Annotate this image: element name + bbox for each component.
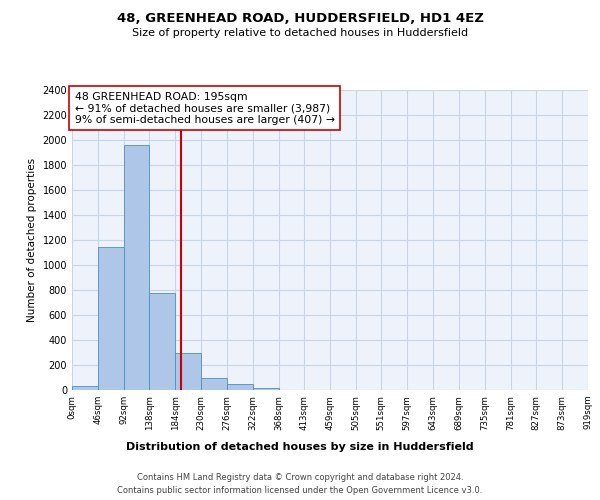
Text: 48, GREENHEAD ROAD, HUDDERSFIELD, HD1 4EZ: 48, GREENHEAD ROAD, HUDDERSFIELD, HD1 4E… — [116, 12, 484, 26]
Bar — [72, 386, 98, 390]
Bar — [175, 353, 201, 390]
Bar — [98, 247, 124, 390]
Bar — [124, 145, 149, 390]
Text: 48 GREENHEAD ROAD: 195sqm
← 91% of detached houses are smaller (3,987)
9% of sem: 48 GREENHEAD ROAD: 195sqm ← 91% of detac… — [74, 92, 335, 124]
Text: Distribution of detached houses by size in Huddersfield: Distribution of detached houses by size … — [126, 442, 474, 452]
Y-axis label: Number of detached properties: Number of detached properties — [27, 158, 37, 322]
Text: Contains public sector information licensed under the Open Government Licence v3: Contains public sector information licen… — [118, 486, 482, 495]
Bar — [227, 384, 253, 390]
Bar — [253, 388, 278, 390]
Text: Contains HM Land Registry data © Crown copyright and database right 2024.: Contains HM Land Registry data © Crown c… — [137, 472, 463, 482]
Text: Size of property relative to detached houses in Huddersfield: Size of property relative to detached ho… — [132, 28, 468, 38]
Bar — [201, 378, 227, 390]
Bar — [149, 293, 175, 390]
